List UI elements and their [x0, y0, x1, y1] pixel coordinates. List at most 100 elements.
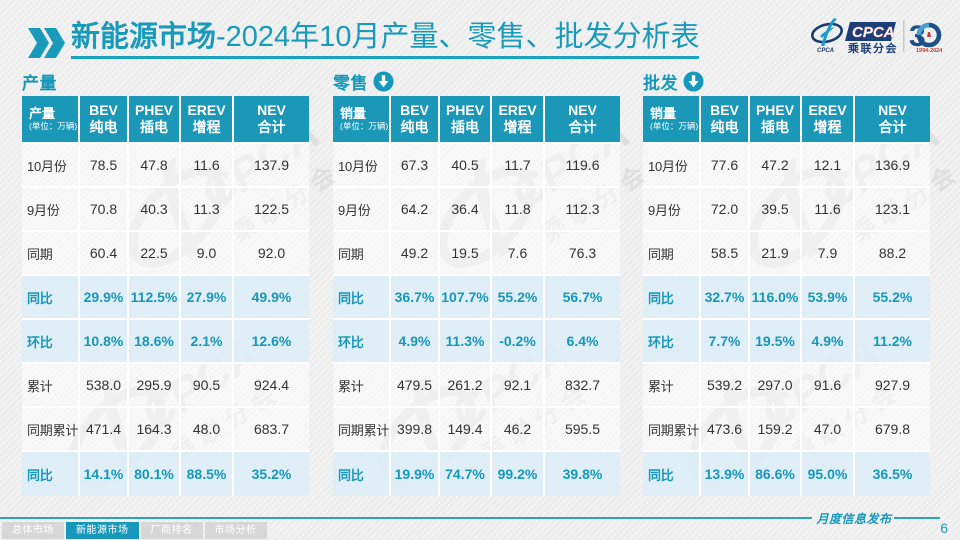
- value-cell: 36.4: [440, 188, 492, 232]
- value-cell: 32.7%: [701, 276, 750, 320]
- row-label: 10月份: [22, 144, 80, 188]
- double-chevron-icon: [28, 28, 65, 58]
- value-cell: 60.4: [80, 232, 129, 276]
- footer-rule-right: [894, 517, 940, 519]
- value-cell: 58.5: [701, 232, 750, 276]
- value-cell: 164.3: [129, 408, 181, 452]
- value-cell: 122.5: [234, 188, 309, 232]
- row-label: 环比: [643, 320, 701, 364]
- value-cell: 90.5: [181, 364, 234, 408]
- row-label: 同期累计: [22, 408, 80, 452]
- value-cell: 538.0: [80, 364, 129, 408]
- header-cell-nev: NEV 合计: [234, 96, 309, 144]
- value-cell: 832.7: [545, 364, 620, 408]
- header-cell-phev: PHEV 插电: [440, 96, 492, 144]
- header-cell-metric: 销量 (单位：万辆): [333, 96, 391, 144]
- value-cell: 261.2: [440, 364, 492, 408]
- nav-tab[interactable]: 厂商排名: [140, 522, 203, 539]
- value-cell: 21.9: [750, 232, 802, 276]
- value-cell: 67.3: [391, 144, 440, 188]
- value-cell: 11.2%: [855, 320, 930, 364]
- row-label: 累计: [333, 364, 391, 408]
- section-wholesale-header: 批发: [643, 66, 930, 96]
- bottom-nav: 总体市场 新能源市场 厂商排名 市场分析: [2, 522, 267, 539]
- cpca-badge-logo: CPCA 乘联分会: [845, 22, 897, 55]
- nav-tab[interactable]: 市场分析: [204, 522, 267, 539]
- value-cell: 14.1%: [80, 452, 129, 496]
- value-cell: 35.2%: [234, 452, 309, 496]
- value-cell: 2.1%: [181, 320, 234, 364]
- section-production: 产量 产量 (单位：万辆) BEV 纯电 PHEV 插电 EREV 增程 NEV 合计 10月份 78…: [22, 66, 309, 496]
- row-label: 累计: [22, 364, 80, 408]
- value-cell: 12.1: [802, 144, 855, 188]
- value-cell: 119.6: [545, 144, 620, 188]
- value-cell: 91.6: [802, 364, 855, 408]
- value-cell: 11.8: [492, 188, 545, 232]
- header-cell-bev: BEV 纯电: [701, 96, 750, 144]
- retail-table: 销量 (单位：万辆) BEV 纯电 PHEV 插电 EREV 增程 NEV 合计 10月份 67.3 4…: [333, 96, 620, 496]
- value-cell: 11.6: [181, 144, 234, 188]
- value-cell: 924.4: [234, 364, 309, 408]
- row-label: 9月份: [22, 188, 80, 232]
- value-cell: 48.0: [181, 408, 234, 452]
- value-cell: 86.6%: [750, 452, 802, 496]
- row-label: 同比: [333, 276, 391, 320]
- value-cell: 36.5%: [855, 452, 930, 496]
- value-cell: 4.9%: [802, 320, 855, 364]
- value-cell: 29.9%: [80, 276, 129, 320]
- value-cell: 471.4: [80, 408, 129, 452]
- value-cell: 70.8: [80, 188, 129, 232]
- row-label: 同比: [333, 452, 391, 496]
- value-cell: 399.8: [391, 408, 440, 452]
- header-cell-bev: BEV 纯电: [391, 96, 440, 144]
- row-label: 10月份: [333, 144, 391, 188]
- value-cell: 4.9%: [391, 320, 440, 364]
- value-cell: 6.4%: [545, 320, 620, 364]
- value-cell: 55.2%: [855, 276, 930, 320]
- value-cell: 88.5%: [181, 452, 234, 496]
- production-table: 产量 (单位：万辆) BEV 纯电 PHEV 插电 EREV 增程 NEV 合计 10月份 78.5 4…: [22, 96, 309, 496]
- title-bar: 新能源市场-2024年10月产量、零售、批发分析表: [28, 21, 700, 59]
- logo-group: CPCA CPCA 乘联分会 3 1994-2024: [810, 16, 943, 61]
- header-cell-erev: EREV 增程: [492, 96, 545, 144]
- page-title-rest: -2024年10月产量、零售、批发分析表: [216, 21, 700, 53]
- value-cell: 92.0: [234, 232, 309, 276]
- value-cell: 92.1: [492, 364, 545, 408]
- footer-rule-left: [0, 517, 812, 519]
- value-cell: 7.9: [802, 232, 855, 276]
- value-cell: 88.2: [855, 232, 930, 276]
- value-cell: 159.2: [750, 408, 802, 452]
- value-cell: 76.3: [545, 232, 620, 276]
- header-cell-nev: NEV 合计: [855, 96, 930, 144]
- section-production-label: 产量: [22, 73, 57, 93]
- value-cell: 539.2: [701, 364, 750, 408]
- row-label: 10月份: [643, 144, 701, 188]
- nav-tab[interactable]: 新能源市场: [66, 522, 139, 539]
- value-cell: 53.9%: [802, 276, 855, 320]
- value-cell: 149.4: [440, 408, 492, 452]
- value-cell: -0.2%: [492, 320, 545, 364]
- value-cell: 47.2: [750, 144, 802, 188]
- section-production-header: 产量: [22, 66, 309, 96]
- page-title: 新能源市场-2024年10月产量、零售、批发分析表: [71, 21, 700, 59]
- value-cell: 47.0: [802, 408, 855, 452]
- nav-tab[interactable]: 总体市场: [2, 522, 64, 539]
- row-label: 累计: [643, 364, 701, 408]
- value-cell: 18.6%: [129, 320, 181, 364]
- value-cell: 297.0: [750, 364, 802, 408]
- value-cell: 99.2%: [492, 452, 545, 496]
- anniversary-30-logo: 3 1994-2024: [909, 20, 943, 54]
- value-cell: 112.5%: [129, 276, 181, 320]
- value-cell: 80.1%: [129, 452, 181, 496]
- section-wholesale-label: 批发: [643, 73, 678, 93]
- header-cell-phev: PHEV 插电: [750, 96, 802, 144]
- section-retail-header: 零售: [333, 66, 620, 96]
- page-number: 6: [940, 520, 948, 536]
- value-cell: 56.7%: [545, 276, 620, 320]
- value-cell: 49.9%: [234, 276, 309, 320]
- value-cell: 40.5: [440, 144, 492, 188]
- value-cell: 595.5: [545, 408, 620, 452]
- value-cell: 40.3: [129, 188, 181, 232]
- value-cell: 295.9: [129, 364, 181, 408]
